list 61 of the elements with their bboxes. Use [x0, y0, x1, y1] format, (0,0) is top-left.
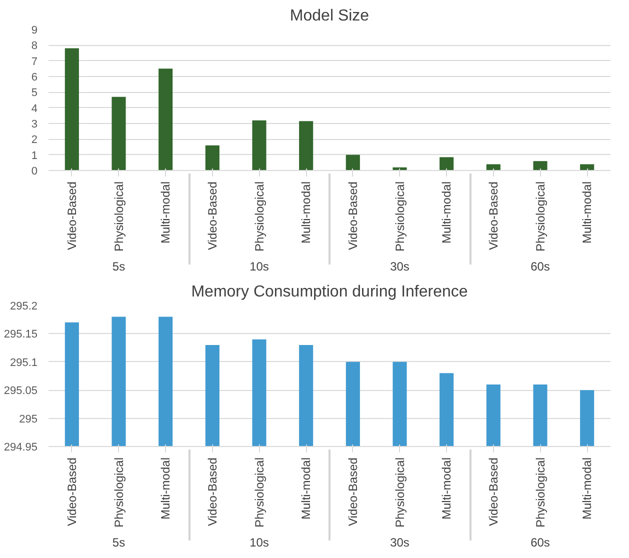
x-tick-label: Multi-modal — [440, 458, 454, 520]
x-tick-label: Video-Based — [346, 181, 360, 250]
bar — [158, 68, 173, 170]
y-tick-label: 9 — [31, 24, 38, 36]
bar — [112, 96, 126, 170]
bar — [440, 157, 454, 170]
x-tick-label: Video-Based — [346, 457, 360, 526]
x-tick-label: Physiological — [252, 457, 266, 528]
y-tick-label: 295.1 — [10, 356, 38, 369]
text: 60s — [530, 536, 550, 550]
bar — [580, 164, 594, 170]
x-tick-label: Multi-modal — [299, 182, 314, 244]
x-tick-label: Video-Based — [64, 457, 79, 526]
x-tick-label: Video-Based — [64, 181, 79, 250]
bar — [486, 164, 500, 170]
x-tick-label: Multi-modal — [580, 458, 594, 520]
bar — [299, 121, 314, 170]
x-tick-label: Multi-modal — [440, 182, 454, 244]
x-tick-label: Physiological — [112, 181, 126, 252]
y-tick-label: 3 — [31, 118, 38, 130]
x-tick-label: Video-Based — [205, 181, 220, 250]
x-tick-label: Video-Based — [486, 181, 500, 250]
text: 5s — [112, 536, 126, 550]
x-tick-label: Multi-modal — [299, 458, 314, 520]
chart-title: Model Size — [290, 8, 370, 24]
y-tick-label: 295.15 — [4, 328, 38, 341]
text: 5s — [112, 260, 126, 274]
y-tick-label: 294.95 — [4, 442, 38, 454]
text: 60s — [530, 260, 550, 274]
bar — [252, 120, 266, 170]
text: 30s — [390, 536, 410, 550]
x-tick-label: Physiological — [392, 457, 407, 528]
y-tick-label: 295.05 — [4, 385, 38, 398]
y-tick-label: 8 — [31, 40, 38, 52]
x-tick-label: Physiological — [252, 181, 266, 252]
text: 30s — [390, 260, 410, 274]
y-tick-label: 2 — [31, 134, 38, 146]
bar — [205, 145, 220, 170]
y-tick-label: 295.2 — [10, 300, 38, 312]
x-tick-label: Physiological — [112, 457, 126, 528]
y-tick-label: 0 — [31, 166, 38, 178]
x-tick-label: Multi-modal — [158, 458, 173, 520]
text: 10s — [250, 260, 269, 274]
bar — [346, 154, 360, 170]
bar — [533, 161, 548, 170]
chart-title: Memory Consumption during Inference — [191, 284, 468, 300]
x-tick-label: Multi-modal — [158, 182, 173, 244]
x-tick-label: Physiological — [533, 181, 548, 252]
x-tick-label: Video-Based — [205, 457, 220, 526]
y-tick-label: 1 — [31, 150, 38, 162]
text: 10s — [250, 536, 269, 550]
x-tick-label: Physiological — [392, 181, 407, 252]
x-tick-label: Physiological — [533, 457, 548, 528]
y-tick-label: 6 — [31, 72, 38, 84]
x-tick-label: Multi-modal — [580, 182, 594, 244]
y-tick-label: 4 — [31, 102, 38, 115]
bar — [64, 48, 79, 170]
x-tick-label: Video-Based — [486, 457, 500, 526]
y-tick-label: 295 — [19, 413, 38, 426]
y-tick-label: 7 — [31, 56, 38, 68]
y-tick-label: 5 — [31, 87, 38, 100]
